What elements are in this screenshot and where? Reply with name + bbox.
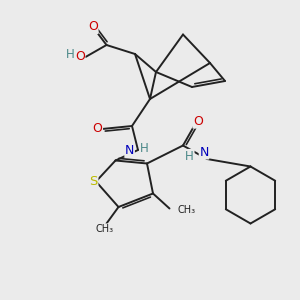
Text: S: S xyxy=(89,175,98,188)
Text: O: O xyxy=(75,50,85,64)
Text: N: N xyxy=(125,143,134,157)
Text: CH₃: CH₃ xyxy=(178,205,196,215)
Text: O: O xyxy=(88,20,98,34)
Text: H: H xyxy=(185,149,194,163)
Text: N: N xyxy=(199,146,209,159)
Text: O: O xyxy=(93,122,102,136)
Text: O: O xyxy=(193,115,203,128)
Text: CH₃: CH₃ xyxy=(96,224,114,234)
Text: H: H xyxy=(65,47,74,61)
Text: H: H xyxy=(140,142,149,155)
